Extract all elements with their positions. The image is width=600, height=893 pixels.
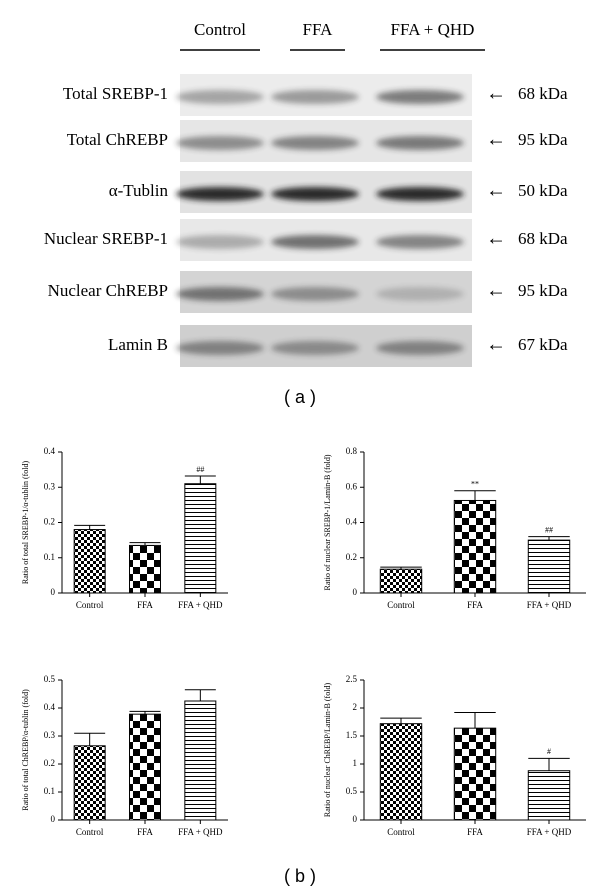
y-tick-label: 0.4 [44, 446, 56, 456]
blot-band [176, 287, 264, 301]
y-tick-label: 0.8 [346, 446, 358, 456]
blot-band [376, 235, 464, 249]
significance-label: ## [545, 525, 553, 534]
bar [73, 529, 106, 594]
y-axis-label: Ratio of total SREBP-1/α-tublin (fold) [21, 461, 30, 585]
blot-band [376, 341, 464, 355]
y-tick-label: 0 [51, 587, 56, 597]
row-label: Lamin B [108, 335, 168, 354]
column-header: FFA + QHD [391, 20, 475, 39]
y-tick-label: 0.4 [44, 702, 56, 712]
bar [527, 539, 571, 594]
row-label: Nuclear ChREBP [48, 281, 168, 300]
y-tick-label: 0.3 [44, 730, 56, 740]
size-label: 68 kDa [518, 84, 568, 103]
x-tick-label: Control [76, 827, 104, 837]
row-label: Total ChREBP [67, 130, 168, 149]
y-tick-label: 0 [353, 587, 358, 597]
significance-label: ** [471, 480, 479, 489]
y-tick-label: 0.2 [346, 552, 357, 562]
panel-label: ( b ) [284, 866, 316, 886]
blot-band [176, 90, 264, 104]
y-tick-label: 2.5 [346, 674, 358, 684]
arrow: ← [486, 180, 506, 202]
y-tick-label: 0 [51, 814, 56, 824]
x-tick-label: FFA + QHD [527, 600, 572, 610]
y-tick-label: 0 [353, 814, 358, 824]
x-tick-label: FFA [137, 600, 153, 610]
y-tick-label: 2 [353, 702, 358, 712]
blot-band [271, 187, 359, 201]
blot-band [376, 287, 464, 301]
y-axis-label: Ratio of nuclear SREBP-1/Lamin-B (fold) [323, 454, 332, 590]
blot-band [271, 90, 359, 104]
row-label: Nuclear SREBP-1 [44, 229, 168, 248]
blot-band [176, 136, 264, 150]
column-header: Control [194, 20, 246, 39]
blot-band [271, 341, 359, 355]
bar [453, 499, 497, 594]
significance-label: # [547, 747, 551, 756]
arrow: ← [486, 280, 506, 302]
bar [379, 568, 423, 594]
blot-band [271, 287, 359, 301]
size-label: 50 kDa [518, 181, 568, 200]
x-tick-label: FFA [467, 600, 483, 610]
y-tick-label: 0.3 [44, 481, 56, 491]
blot-band [376, 136, 464, 150]
x-tick-label: FFA + QHD [178, 600, 223, 610]
arrow: ← [486, 129, 506, 151]
blot-band [271, 136, 359, 150]
y-axis-label: Ratio of total ChREBP/α-tublin (fold) [21, 689, 30, 811]
blot-band [176, 341, 264, 355]
row-label: α-Tublin [109, 181, 169, 200]
bar [527, 770, 571, 821]
y-tick-label: 0.1 [44, 552, 55, 562]
blot-band [271, 235, 359, 249]
x-tick-label: FFA [467, 827, 483, 837]
x-tick-label: FFA [137, 827, 153, 837]
size-label: 67 kDa [518, 335, 568, 354]
bar [129, 544, 161, 594]
column-header: FFA [303, 20, 334, 39]
y-tick-label: 0.6 [346, 481, 358, 491]
panel-label: ( a ) [284, 387, 316, 407]
blot-band [376, 90, 464, 104]
y-tick-label: 0.4 [346, 517, 358, 527]
blot-band [376, 187, 464, 201]
bar [184, 483, 217, 594]
arrow: ← [486, 83, 506, 105]
size-label: 95 kDa [518, 130, 568, 149]
y-tick-label: 0.2 [44, 758, 55, 768]
blot-band [176, 235, 264, 249]
y-tick-label: 0.5 [44, 674, 56, 684]
significance-label: ## [196, 465, 204, 474]
y-tick-label: 1 [353, 758, 358, 768]
bar [129, 713, 161, 821]
x-tick-label: Control [76, 600, 104, 610]
bar [184, 700, 217, 821]
row-label: Total SREBP-1 [63, 84, 168, 103]
y-tick-label: 1.5 [346, 730, 358, 740]
x-tick-label: FFA + QHD [178, 827, 223, 837]
bar [453, 727, 497, 821]
y-tick-label: 0.5 [346, 786, 358, 796]
y-axis-label: Ratio of nuclear ChREBP/Lamin-B (fold) [323, 683, 332, 818]
y-tick-label: 0.2 [44, 517, 55, 527]
size-label: 95 kDa [518, 281, 568, 300]
y-tick-label: 0.1 [44, 786, 55, 796]
bar [379, 723, 423, 821]
x-tick-label: Control [387, 827, 415, 837]
arrow: ← [486, 228, 506, 250]
bar [73, 745, 106, 821]
x-tick-label: Control [387, 600, 415, 610]
x-tick-label: FFA + QHD [527, 827, 572, 837]
arrow: ← [486, 334, 506, 356]
size-label: 68 kDa [518, 229, 568, 248]
blot-band [176, 187, 264, 201]
